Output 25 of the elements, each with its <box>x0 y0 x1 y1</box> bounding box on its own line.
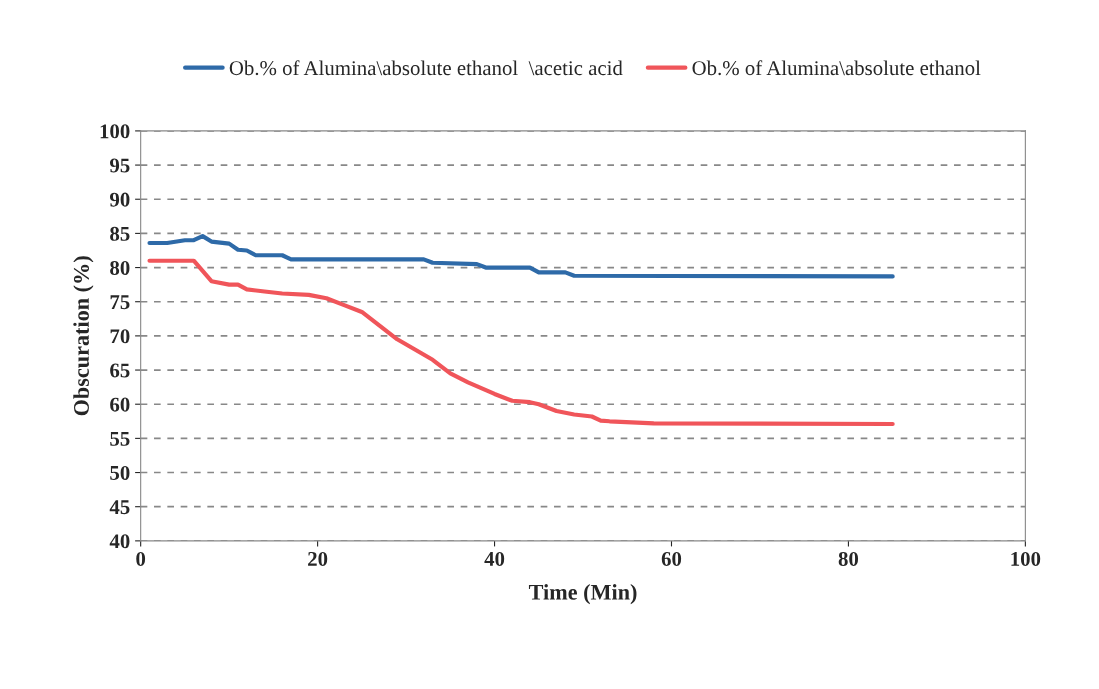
y-tick-label: 45 <box>109 500 130 515</box>
line-series <box>147 234 895 279</box>
y-tick-label: 90 <box>109 192 130 207</box>
y-tick-label: 65 <box>110 363 130 378</box>
x-tick-label: 60 <box>661 551 682 566</box>
x-tick-label: 80 <box>838 551 859 566</box>
legend-label: Ob.% of Alumina\absolute ethanol <box>692 60 981 76</box>
y-tick-label: 85 <box>110 226 130 241</box>
y-tick-label: 95 <box>109 158 130 173</box>
y-tick-label: 55 <box>110 431 130 446</box>
y-tick-label: 80 <box>110 260 130 275</box>
y-axis-title: Obscuration (%) <box>73 256 94 416</box>
legend-label: Ob.% of Alumina\absolute ethanol \acetic acid <box>229 60 623 76</box>
x-tick-label: 40 <box>484 551 505 566</box>
y-tick-label: 60 <box>110 397 130 412</box>
y-tick-label: 100 <box>100 124 130 139</box>
y-tick-label: 75 <box>110 295 130 310</box>
x-tick-label: 100 <box>1011 551 1041 566</box>
x-tick-label: 0 <box>136 551 146 566</box>
x-axis-title: Time (Min) <box>528 584 637 605</box>
line-series <box>147 258 895 427</box>
y-tick-label: 70 <box>110 329 130 344</box>
y-tick-label: 50 <box>110 465 130 480</box>
y-tick-label: 40 <box>109 534 130 549</box>
x-tick-label: 20 <box>308 551 328 566</box>
